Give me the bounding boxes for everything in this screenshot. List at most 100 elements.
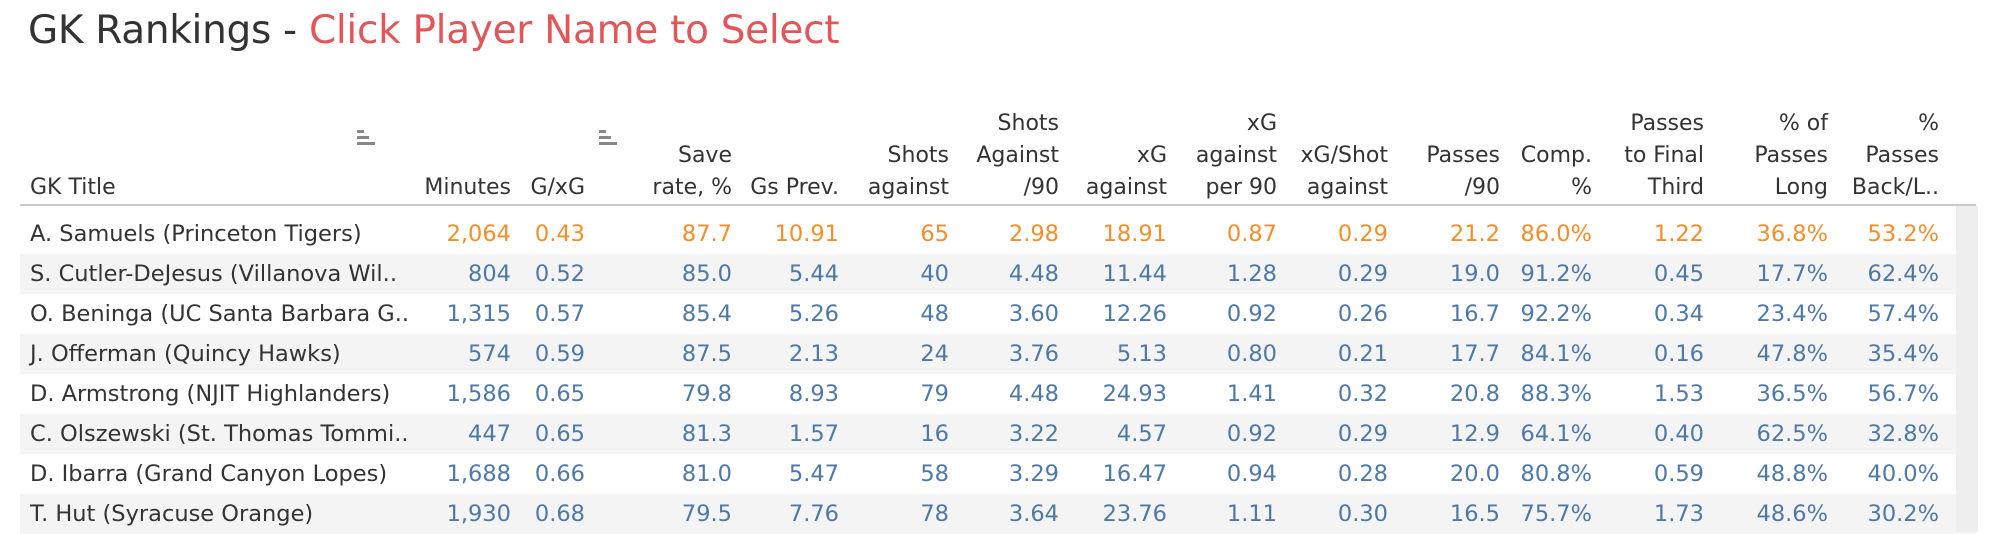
column-header-passes-90[interactable]: Passes/90 bbox=[1395, 92, 1500, 204]
cell-passes-final-third: 0.59 bbox=[1653, 461, 1704, 487]
column-header-label: Against bbox=[976, 143, 1059, 168]
cell-xg-against-90: 0.92 bbox=[1226, 421, 1277, 447]
column-header-xg-shot[interactable]: xG/Shot against bbox=[1278, 92, 1388, 204]
player-name-link[interactable]: J. Offerman (Quincy Hawks) bbox=[30, 341, 341, 367]
cell-xg-against-90: 0.94 bbox=[1226, 461, 1277, 487]
column-header-label: Minutes bbox=[424, 175, 511, 200]
column-header-label: % of bbox=[1778, 111, 1828, 136]
cell-passes-90: 17.7 bbox=[1449, 341, 1500, 367]
column-header-shots-against[interactable]: Shots against bbox=[839, 92, 949, 204]
column-header-xg-against[interactable]: xG against bbox=[1062, 92, 1167, 204]
player-name-link[interactable]: C. Olszewski (St. Thomas Tommi.. bbox=[30, 421, 409, 447]
cell-xg-against-90: 0.87 bbox=[1226, 221, 1277, 247]
cell-g-xg: 0.57 bbox=[534, 301, 585, 327]
column-header-label: Passes bbox=[1865, 143, 1939, 168]
table-row[interactable]: S. Cutler-DeJesus (Villanova Wil.. 804 0.5… bbox=[20, 254, 1976, 294]
cell-passes-90: 20.8 bbox=[1449, 381, 1500, 407]
table-row[interactable]: D. Armstrong (NJIT Highlanders) 1,586 0.65… bbox=[20, 374, 1976, 414]
cell-g-xg: 0.66 bbox=[534, 461, 585, 487]
vertical-scrollbar[interactable] bbox=[1956, 206, 1978, 532]
column-header-passes-final-third[interactable]: Passes to Final Third bbox=[1594, 92, 1704, 204]
column-header-label: /90 bbox=[1023, 175, 1059, 200]
table-row[interactable]: C. Olszewski (St. Thomas Tommi.. 447 0.65 8… bbox=[20, 414, 1976, 454]
cell-minutes: 574 bbox=[468, 341, 511, 367]
column-header-comp[interactable]: Comp.% bbox=[1502, 92, 1592, 204]
cell-minutes: 2,064 bbox=[446, 221, 511, 247]
player-name-link[interactable]: A. Samuels (Princeton Tigers) bbox=[30, 221, 362, 247]
cell-minutes: 804 bbox=[468, 261, 511, 287]
cell-xg-against-90: 0.92 bbox=[1226, 301, 1277, 327]
cell-pct-long: 36.5% bbox=[1756, 381, 1828, 407]
column-header-pct-back[interactable]: % Passes Back/L.. bbox=[1829, 92, 1939, 204]
table-row[interactable]: J. Offerman (Quincy Hawks) 574 0.59 87.5 2.1… bbox=[20, 334, 1976, 374]
cell-xg-shot: 0.21 bbox=[1337, 341, 1388, 367]
header-divider bbox=[20, 204, 1976, 206]
cell-save-rate: 87.5 bbox=[681, 341, 732, 367]
cell-shots-against-90: 3.29 bbox=[1008, 461, 1059, 487]
sort-descending-icon[interactable] bbox=[357, 130, 377, 150]
cell-passes-final-third: 0.40 bbox=[1653, 421, 1704, 447]
cell-xg-shot: 0.29 bbox=[1337, 261, 1388, 287]
column-header-shots-against-90[interactable]: Shots Against/90 bbox=[954, 92, 1059, 204]
column-header-minutes[interactable]: Minutes bbox=[406, 92, 511, 204]
table-row[interactable]: A. Samuels (Princeton Tigers) 2,064 0.43 87… bbox=[20, 214, 1976, 254]
cell-save-rate: 79.5 bbox=[681, 501, 732, 527]
cell-pct-back: 35.4% bbox=[1867, 341, 1939, 367]
cell-pct-long: 62.5% bbox=[1756, 421, 1828, 447]
cell-shots-against-90: 4.48 bbox=[1008, 261, 1059, 287]
column-header-label: against bbox=[1306, 175, 1388, 200]
cell-comp: 88.3% bbox=[1520, 381, 1592, 407]
column-header-name[interactable]: GK Title bbox=[30, 92, 410, 204]
cell-pct-back: 57.4% bbox=[1867, 301, 1939, 327]
cell-shots-against: 16 bbox=[920, 421, 949, 447]
table-row[interactable]: T. Hut (Syracuse Orange) 1,930 0.68 79.5 7.7… bbox=[20, 494, 1976, 534]
cell-comp: 91.2% bbox=[1520, 261, 1592, 287]
column-header-label: G/xG bbox=[530, 175, 585, 200]
cell-shots-against: 24 bbox=[920, 341, 949, 367]
player-name-link[interactable]: O. Beninga (UC Santa Barbara G.. bbox=[30, 301, 410, 327]
cell-xg-shot: 0.32 bbox=[1337, 381, 1388, 407]
cell-save-rate: 81.3 bbox=[681, 421, 732, 447]
column-header-pct-long[interactable]: % of Passes Long bbox=[1713, 92, 1828, 204]
cell-shots-against-90: 2.98 bbox=[1008, 221, 1059, 247]
cell-minutes: 1,688 bbox=[446, 461, 511, 487]
cell-passes-final-third: 0.45 bbox=[1653, 261, 1704, 287]
player-name-link[interactable]: D. Ibarra (Grand Canyon Lopes) bbox=[30, 461, 388, 487]
cell-minutes: 447 bbox=[468, 421, 511, 447]
cell-shots-against: 48 bbox=[920, 301, 949, 327]
table-row[interactable]: D. Ibarra (Grand Canyon Lopes) 1,688 0.66 8… bbox=[20, 454, 1976, 494]
cell-pct-back: 53.2% bbox=[1867, 221, 1939, 247]
cell-passes-90: 16.5 bbox=[1449, 501, 1500, 527]
cell-xg-shot: 0.29 bbox=[1337, 421, 1388, 447]
page-title: GK Rankings - Click Player Name to Selec… bbox=[28, 6, 840, 56]
player-name-link[interactable]: S. Cutler-DeJesus (Villanova Wil.. bbox=[30, 261, 397, 287]
column-header-label: Back/L.. bbox=[1851, 175, 1939, 200]
cell-comp: 80.8% bbox=[1520, 461, 1592, 487]
player-name-link[interactable]: T. Hut (Syracuse Orange) bbox=[30, 501, 314, 527]
cell-pct-long: 48.6% bbox=[1756, 501, 1828, 527]
column-header-label: per 90 bbox=[1205, 175, 1277, 200]
cell-g-xg: 0.52 bbox=[534, 261, 585, 287]
cell-passes-final-third: 1.53 bbox=[1653, 381, 1704, 407]
sort-descending-icon[interactable] bbox=[599, 130, 619, 150]
column-header-label: Passes bbox=[1754, 143, 1828, 168]
cell-xg-against-90: 1.41 bbox=[1226, 381, 1277, 407]
cell-pct-long: 17.7% bbox=[1756, 261, 1828, 287]
cell-save-rate: 85.4 bbox=[681, 301, 732, 327]
column-header-save-rate[interactable]: Save rate, % bbox=[622, 92, 732, 204]
cell-xg-against-90: 1.28 bbox=[1226, 261, 1277, 287]
table-row[interactable]: O. Beninga (UC Santa Barbara G.. 1,315 0.5… bbox=[20, 294, 1976, 334]
column-header-label: Gs Prev. bbox=[750, 175, 839, 200]
cell-passes-90: 19.0 bbox=[1449, 261, 1500, 287]
column-header-gs-prev[interactable]: Gs Prev. bbox=[734, 92, 839, 204]
cell-shots-against: 79 bbox=[920, 381, 949, 407]
cell-xg-against: 23.76 bbox=[1102, 501, 1167, 527]
player-name-link[interactable]: D. Armstrong (NJIT Highlanders) bbox=[30, 381, 391, 407]
cell-passes-90: 21.2 bbox=[1449, 221, 1500, 247]
cell-xg-against: 16.47 bbox=[1102, 461, 1167, 487]
cell-passes-90: 16.7 bbox=[1449, 301, 1500, 327]
column-header-label: Third bbox=[1647, 175, 1704, 200]
column-header-g-xg[interactable]: G/xG bbox=[505, 92, 585, 204]
cell-save-rate: 85.0 bbox=[681, 261, 732, 287]
column-header-xg-against-90[interactable]: xG against per 90 bbox=[1167, 92, 1277, 204]
